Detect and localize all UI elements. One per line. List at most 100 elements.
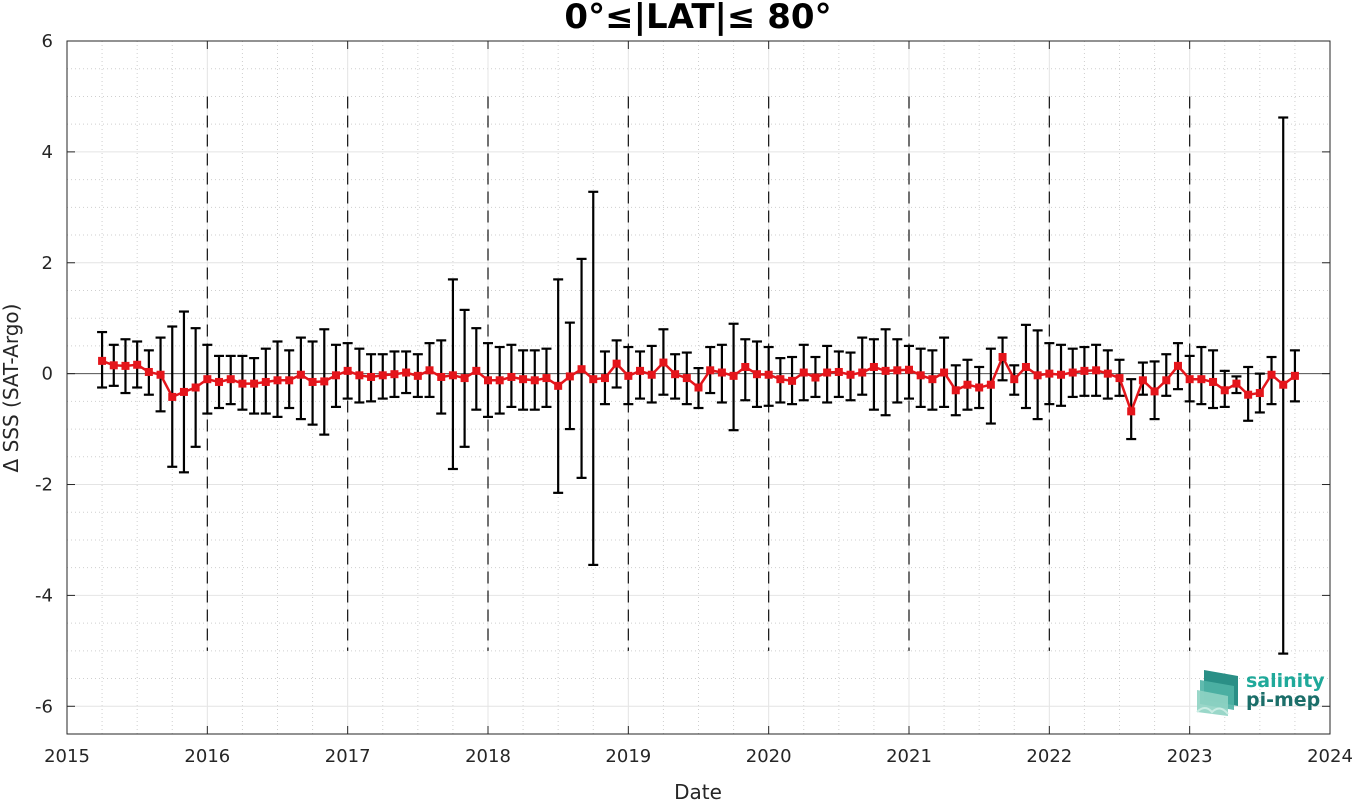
- data-point: [495, 376, 504, 385]
- data-point: [1244, 390, 1253, 399]
- data-point: [729, 371, 738, 380]
- data-point: [647, 370, 656, 379]
- data-point: [273, 376, 282, 385]
- salinity-pi-mep-logo: salinity pi-mep: [1196, 670, 1325, 716]
- data-point: [1197, 375, 1206, 384]
- series-markers: [98, 353, 1299, 416]
- data-point: [215, 377, 224, 386]
- data-point: [121, 361, 130, 370]
- data-point: [144, 367, 153, 376]
- x-tick-label: 2024: [1307, 746, 1353, 767]
- x-tick-label: 2017: [325, 746, 371, 767]
- data-point: [109, 361, 118, 370]
- data-point: [1267, 370, 1276, 379]
- data-point: [600, 374, 609, 383]
- data-point: [320, 377, 329, 386]
- data-point: [542, 374, 551, 383]
- data-point: [905, 365, 913, 374]
- data-point: [156, 370, 165, 379]
- data-point: [425, 366, 434, 375]
- data-point: [238, 379, 247, 388]
- data-point: [881, 366, 890, 375]
- data-point: [413, 371, 422, 380]
- data-point: [928, 375, 937, 384]
- data-point: [367, 372, 376, 381]
- x-tick-label: 2018: [465, 746, 511, 767]
- data-point: [612, 359, 621, 368]
- x-tick-label: 2023: [1167, 746, 1213, 767]
- data-point: [975, 383, 984, 392]
- data-point: [846, 370, 855, 379]
- x-tick-label: 2015: [44, 746, 90, 767]
- data-point: [168, 392, 177, 401]
- data-point: [717, 368, 726, 377]
- data-point: [1173, 361, 1182, 370]
- data-point: [554, 381, 563, 390]
- data-point: [565, 372, 574, 381]
- logo-text-pi-mep: pi-mep: [1246, 689, 1320, 711]
- minor-grid: [67, 41, 1330, 735]
- data-point: [636, 366, 645, 375]
- data-point: [296, 370, 305, 379]
- data-point: [1068, 368, 1077, 377]
- data-point: [285, 376, 294, 385]
- data-point: [530, 376, 539, 385]
- data-point: [823, 368, 832, 377]
- data-point: [682, 374, 691, 383]
- data-point: [472, 366, 481, 375]
- data-point: [1103, 369, 1112, 378]
- data-point: [1115, 374, 1124, 383]
- data-point: [1209, 377, 1218, 386]
- y-tick-label: 6: [42, 31, 53, 52]
- data-point: [331, 371, 340, 380]
- data-point: [1033, 371, 1042, 380]
- data-point: [98, 356, 107, 365]
- y-tick-label: -6: [35, 696, 53, 717]
- data-point: [963, 380, 972, 389]
- data-point: [437, 372, 446, 381]
- data-point: [916, 371, 925, 380]
- x-axis-label: Date: [674, 780, 722, 801]
- data-point: [834, 367, 843, 376]
- axes-box: [66, 40, 1331, 735]
- data-point: [378, 371, 387, 380]
- data-point: [577, 365, 586, 374]
- data-point: [671, 370, 680, 379]
- data-point: [1045, 369, 1054, 378]
- data-point: [179, 387, 188, 396]
- data-point: [448, 371, 457, 380]
- data-point: [694, 383, 703, 392]
- data-point: [355, 371, 364, 380]
- data-point: [1232, 379, 1241, 388]
- data-point: [1220, 386, 1229, 395]
- data-point: [133, 360, 142, 369]
- data-point: [484, 376, 492, 385]
- x-tick-label: 2022: [1026, 746, 1072, 767]
- data-point: [1021, 362, 1030, 371]
- chart-title: 0°≤|LAT|≤ 80°: [564, 0, 831, 37]
- data-point: [343, 366, 352, 375]
- x-tick-label: 2016: [184, 746, 230, 767]
- data-point: [951, 386, 960, 395]
- data-point: [261, 377, 270, 386]
- data-point: [706, 366, 715, 375]
- data-point: [1092, 366, 1101, 375]
- logo-text-salinity: salinity: [1246, 670, 1325, 692]
- x-tick-label: 2021: [886, 746, 932, 767]
- data-point: [893, 366, 902, 375]
- data-point: [226, 375, 235, 384]
- data-point: [460, 374, 469, 383]
- x-tick-label: 2019: [605, 746, 651, 767]
- data-point: [858, 368, 867, 377]
- y-tick-labels: -6 -4 -2 0 2 4 6: [35, 31, 53, 717]
- data-point: [507, 372, 516, 381]
- y-tick-label: 4: [42, 142, 53, 163]
- data-point: [940, 368, 949, 377]
- data-point: [402, 368, 411, 377]
- x-tick-label: 2020: [746, 746, 792, 767]
- data-point: [811, 373, 820, 382]
- data-point: [308, 377, 317, 386]
- data-point: [1162, 376, 1171, 385]
